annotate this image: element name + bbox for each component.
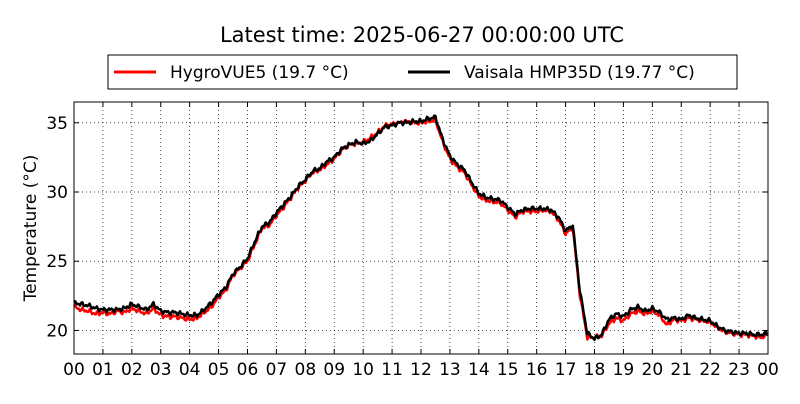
x-tick-label: 12 [410, 360, 432, 380]
y-tick-label: 30 [46, 183, 68, 203]
x-tick-label: 11 [381, 360, 403, 380]
x-tick-label: 08 [295, 360, 317, 380]
x-tick-label: 03 [150, 360, 172, 380]
legend: HygroVUE5 (19.7 °C) Vaisala HMP35D (19.7… [107, 54, 738, 90]
chart-title: Latest time: 2025-06-27 00:00:00 UTC [220, 23, 624, 47]
x-tick-label: 19 [613, 360, 635, 380]
x-tick-label: 21 [670, 360, 692, 380]
y-tick-label: 35 [46, 114, 68, 134]
x-tick-label: 02 [121, 360, 143, 380]
x-tick-label: 20 [642, 360, 664, 380]
y-tick-label: 20 [46, 321, 68, 341]
x-tick-label: 14 [468, 360, 490, 380]
legend-label-hygrovue5: HygroVUE5 (19.7 °C) [170, 63, 349, 83]
x-tick-label: 16 [526, 360, 548, 380]
x-tick-label: 18 [584, 360, 606, 380]
series-line-vaisala [73, 114, 769, 342]
x-tick-label: 05 [208, 360, 230, 380]
tick-layer: 00 01 02 03 04 05 06 07 08 09 10 11 12 13 14 15 16 17 18 19… [46, 102, 779, 380]
x-tick-label: 13 [439, 360, 461, 380]
y-tick-label: 25 [46, 252, 68, 272]
y-axis-label: Temperature (°C) [21, 155, 41, 303]
x-tick-label: 22 [699, 360, 721, 380]
x-tick-label: 15 [497, 360, 519, 380]
series-layer [72, 114, 769, 342]
x-tick-label: 09 [323, 360, 345, 380]
legend-label-vaisala: Vaisala HMP35D (19.77 °C) [464, 63, 695, 83]
x-tick-label: 23 [728, 360, 750, 380]
x-tick-label: 06 [237, 360, 259, 380]
x-tick-label: 17 [555, 360, 577, 380]
x-tick-label: 04 [179, 360, 201, 380]
x-tick-label: 00 [757, 360, 779, 380]
x-tick-label: 00 [63, 360, 85, 380]
x-tick-label: 07 [266, 360, 288, 380]
x-tick-label: 10 [352, 360, 374, 380]
x-tick-label: 01 [92, 360, 114, 380]
